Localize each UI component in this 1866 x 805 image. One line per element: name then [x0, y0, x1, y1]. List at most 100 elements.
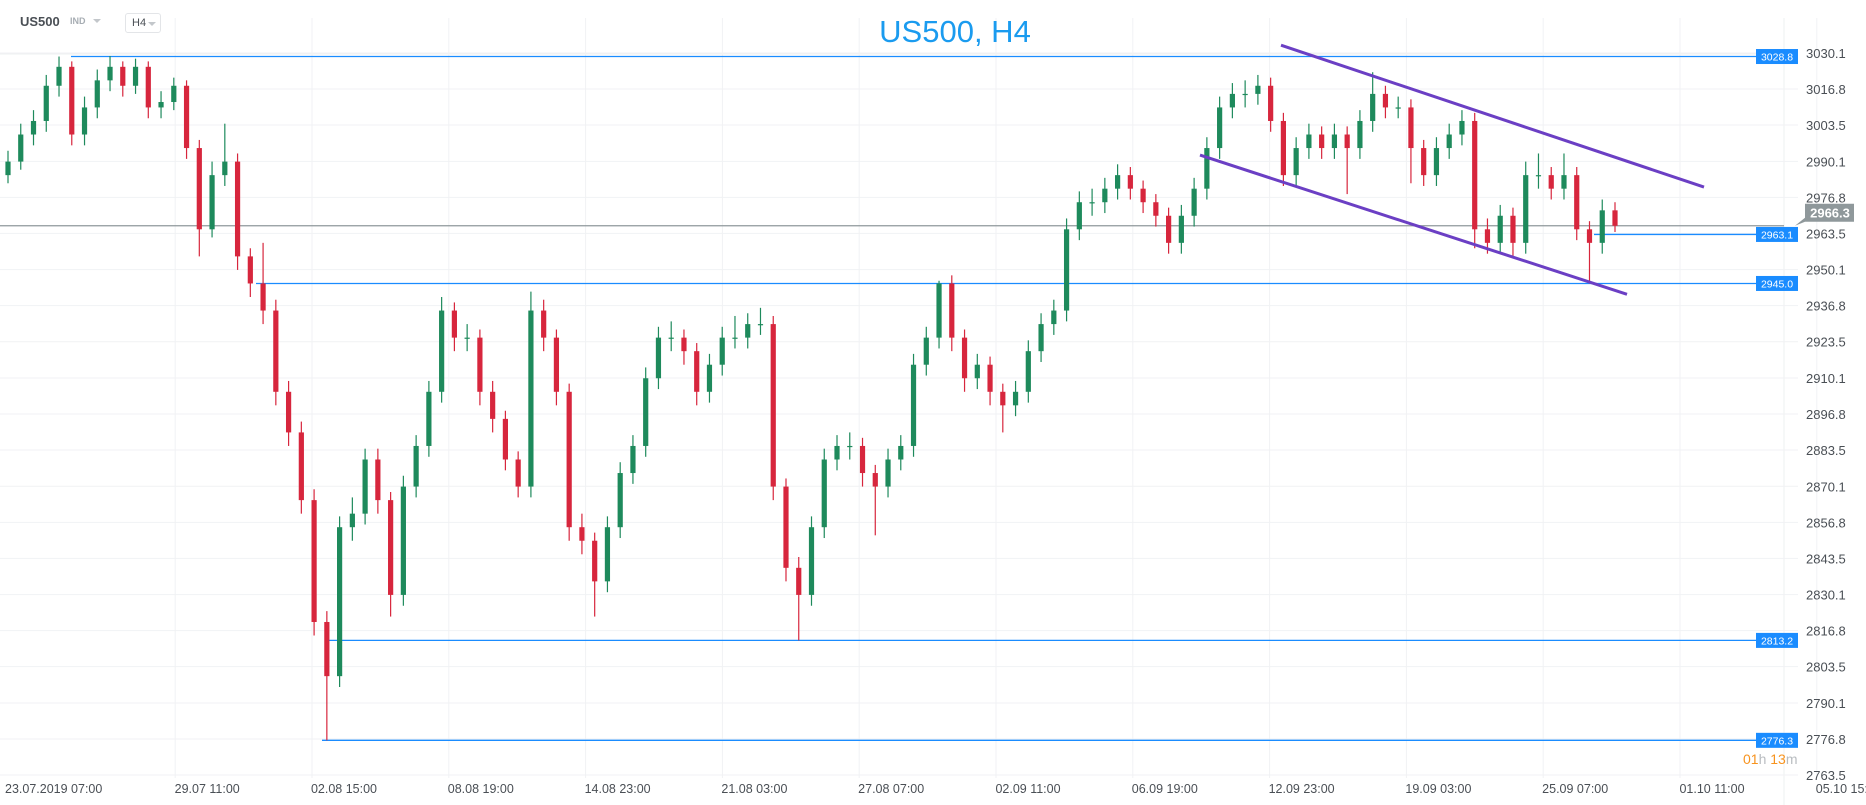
y-tick-label: 2976.8 — [1806, 190, 1846, 205]
candle-body-up — [1331, 134, 1338, 149]
candle-body-up — [1446, 134, 1452, 149]
candle-body-up — [1204, 148, 1210, 189]
last-price-tag — [1795, 203, 1854, 226]
candle-body-up — [834, 445, 840, 460]
timeframe-dropdown[interactable]: H4 — [125, 13, 161, 33]
candle-body-up — [81, 107, 88, 135]
candle-body-up — [706, 364, 713, 392]
candle-body-up — [1217, 107, 1223, 149]
level-label-box — [1756, 49, 1798, 65]
candle-body-up — [604, 527, 611, 582]
candle-body-up — [847, 445, 853, 448]
candle-body-down — [694, 351, 700, 392]
candle-body-down — [451, 310, 457, 338]
candle-body-up — [413, 445, 419, 487]
candle-body-down — [1574, 175, 1580, 230]
candle-body-up — [668, 337, 674, 339]
candle-body-up — [171, 85, 177, 103]
countdown-hours: 01 — [1743, 751, 1759, 767]
countdown-minutes: 13 — [1770, 751, 1786, 767]
last-price-label: 2966.3 — [1810, 205, 1850, 220]
candle-body-down — [681, 337, 687, 352]
candle-body-up — [1114, 175, 1121, 189]
chart-title: US500, H4 — [879, 14, 1031, 49]
chevron-down-icon — [148, 22, 156, 26]
x-tick-label: 05.10 15:00 — [1816, 782, 1866, 796]
candle-body-up — [885, 459, 891, 487]
candle-body-down — [859, 445, 866, 474]
candle-body-up — [94, 80, 100, 108]
y-tick-label: 2883.5 — [1806, 443, 1846, 458]
candle-body-up — [1293, 148, 1299, 176]
level-label: 2945.0 — [1761, 278, 1793, 290]
candle-body-up — [757, 324, 764, 326]
candle-body-up — [1089, 202, 1095, 204]
timeframe-value: H4 — [132, 17, 147, 29]
candle-body-up — [30, 120, 37, 135]
candle-body-down — [553, 337, 560, 392]
candle-body-down — [1510, 215, 1516, 243]
candle-body-up — [107, 66, 113, 81]
candle-body-up — [158, 102, 164, 108]
y-tick-label: 2923.5 — [1806, 335, 1846, 350]
y-tick-label: 2936.8 — [1806, 299, 1846, 314]
candle-body-up — [1306, 134, 1312, 149]
candle-body-up — [655, 337, 662, 379]
y-tick-label: 2950.1 — [1806, 263, 1846, 278]
candle-body-down — [196, 148, 202, 230]
x-tick-label: 01.10 11:00 — [1679, 782, 1744, 796]
x-tick-label: 14.08 23:00 — [585, 782, 651, 796]
candle-body-up — [56, 66, 62, 86]
candle-body-down — [260, 283, 266, 311]
x-tick-label: 19.09 03:00 — [1405, 782, 1471, 796]
symbol-dropdown-caret-icon[interactable] — [93, 19, 101, 23]
x-tick-label: 12.09 23:00 — [1269, 782, 1335, 796]
candle-body-up — [1012, 391, 1019, 406]
candle-body-down — [273, 310, 279, 392]
candle-body-down — [1140, 188, 1146, 203]
candle-body-up — [923, 337, 929, 365]
candle-body-up — [349, 513, 355, 528]
candle-body-up — [1497, 215, 1503, 243]
y-tick-label: 2803.5 — [1806, 660, 1846, 675]
candle-body-down — [1268, 85, 1274, 121]
symbol-label[interactable]: US500 — [20, 14, 60, 29]
price-channel[interactable] — [1199, 43, 1705, 296]
x-tick-label: 02.08 15:00 — [311, 782, 377, 796]
candle-body-down — [1421, 148, 1427, 176]
candle-body-down — [1586, 229, 1593, 243]
candle-body-up — [1051, 310, 1057, 325]
candle-body-down — [783, 486, 789, 568]
candle-body-down — [1153, 202, 1159, 216]
candle-body-down — [375, 459, 381, 501]
candle-body-up — [1191, 188, 1197, 216]
candle-body-down — [477, 337, 483, 392]
candle-body-up — [1102, 188, 1108, 203]
level-label-box — [1756, 226, 1798, 242]
candle-body-up — [209, 175, 215, 230]
horizontal-levels[interactable]: 3028.8 2963.1 2945.0 2813.2 2776.3 2966.3 — [0, 49, 1854, 748]
candle-body-down — [490, 391, 496, 419]
channel-lower-trendline — [1199, 153, 1628, 296]
candle-body-up — [1433, 148, 1440, 176]
candle-body-down — [770, 324, 776, 487]
candle-body-down — [515, 459, 521, 487]
candle-body-down — [796, 567, 802, 595]
grid — [0, 18, 1818, 805]
candle-body-up — [439, 310, 445, 392]
x-tick-label: 02.09 11:00 — [995, 782, 1060, 796]
candle-body-down — [1612, 210, 1618, 226]
candle-body-up — [132, 66, 139, 86]
candle-body-down — [579, 527, 585, 541]
candle-body-up — [617, 473, 623, 528]
channel-upper-trendline — [1280, 43, 1705, 189]
candle-body-down — [949, 283, 955, 338]
candle-body-up — [719, 337, 725, 365]
y-tick-label: 2843.5 — [1806, 551, 1846, 566]
y-tick-label: 2776.8 — [1806, 732, 1846, 747]
candle-body-down — [285, 391, 292, 433]
y-tick-label: 3003.5 — [1806, 118, 1846, 133]
candle-body-down — [324, 621, 330, 677]
candle-body-up — [936, 283, 942, 338]
